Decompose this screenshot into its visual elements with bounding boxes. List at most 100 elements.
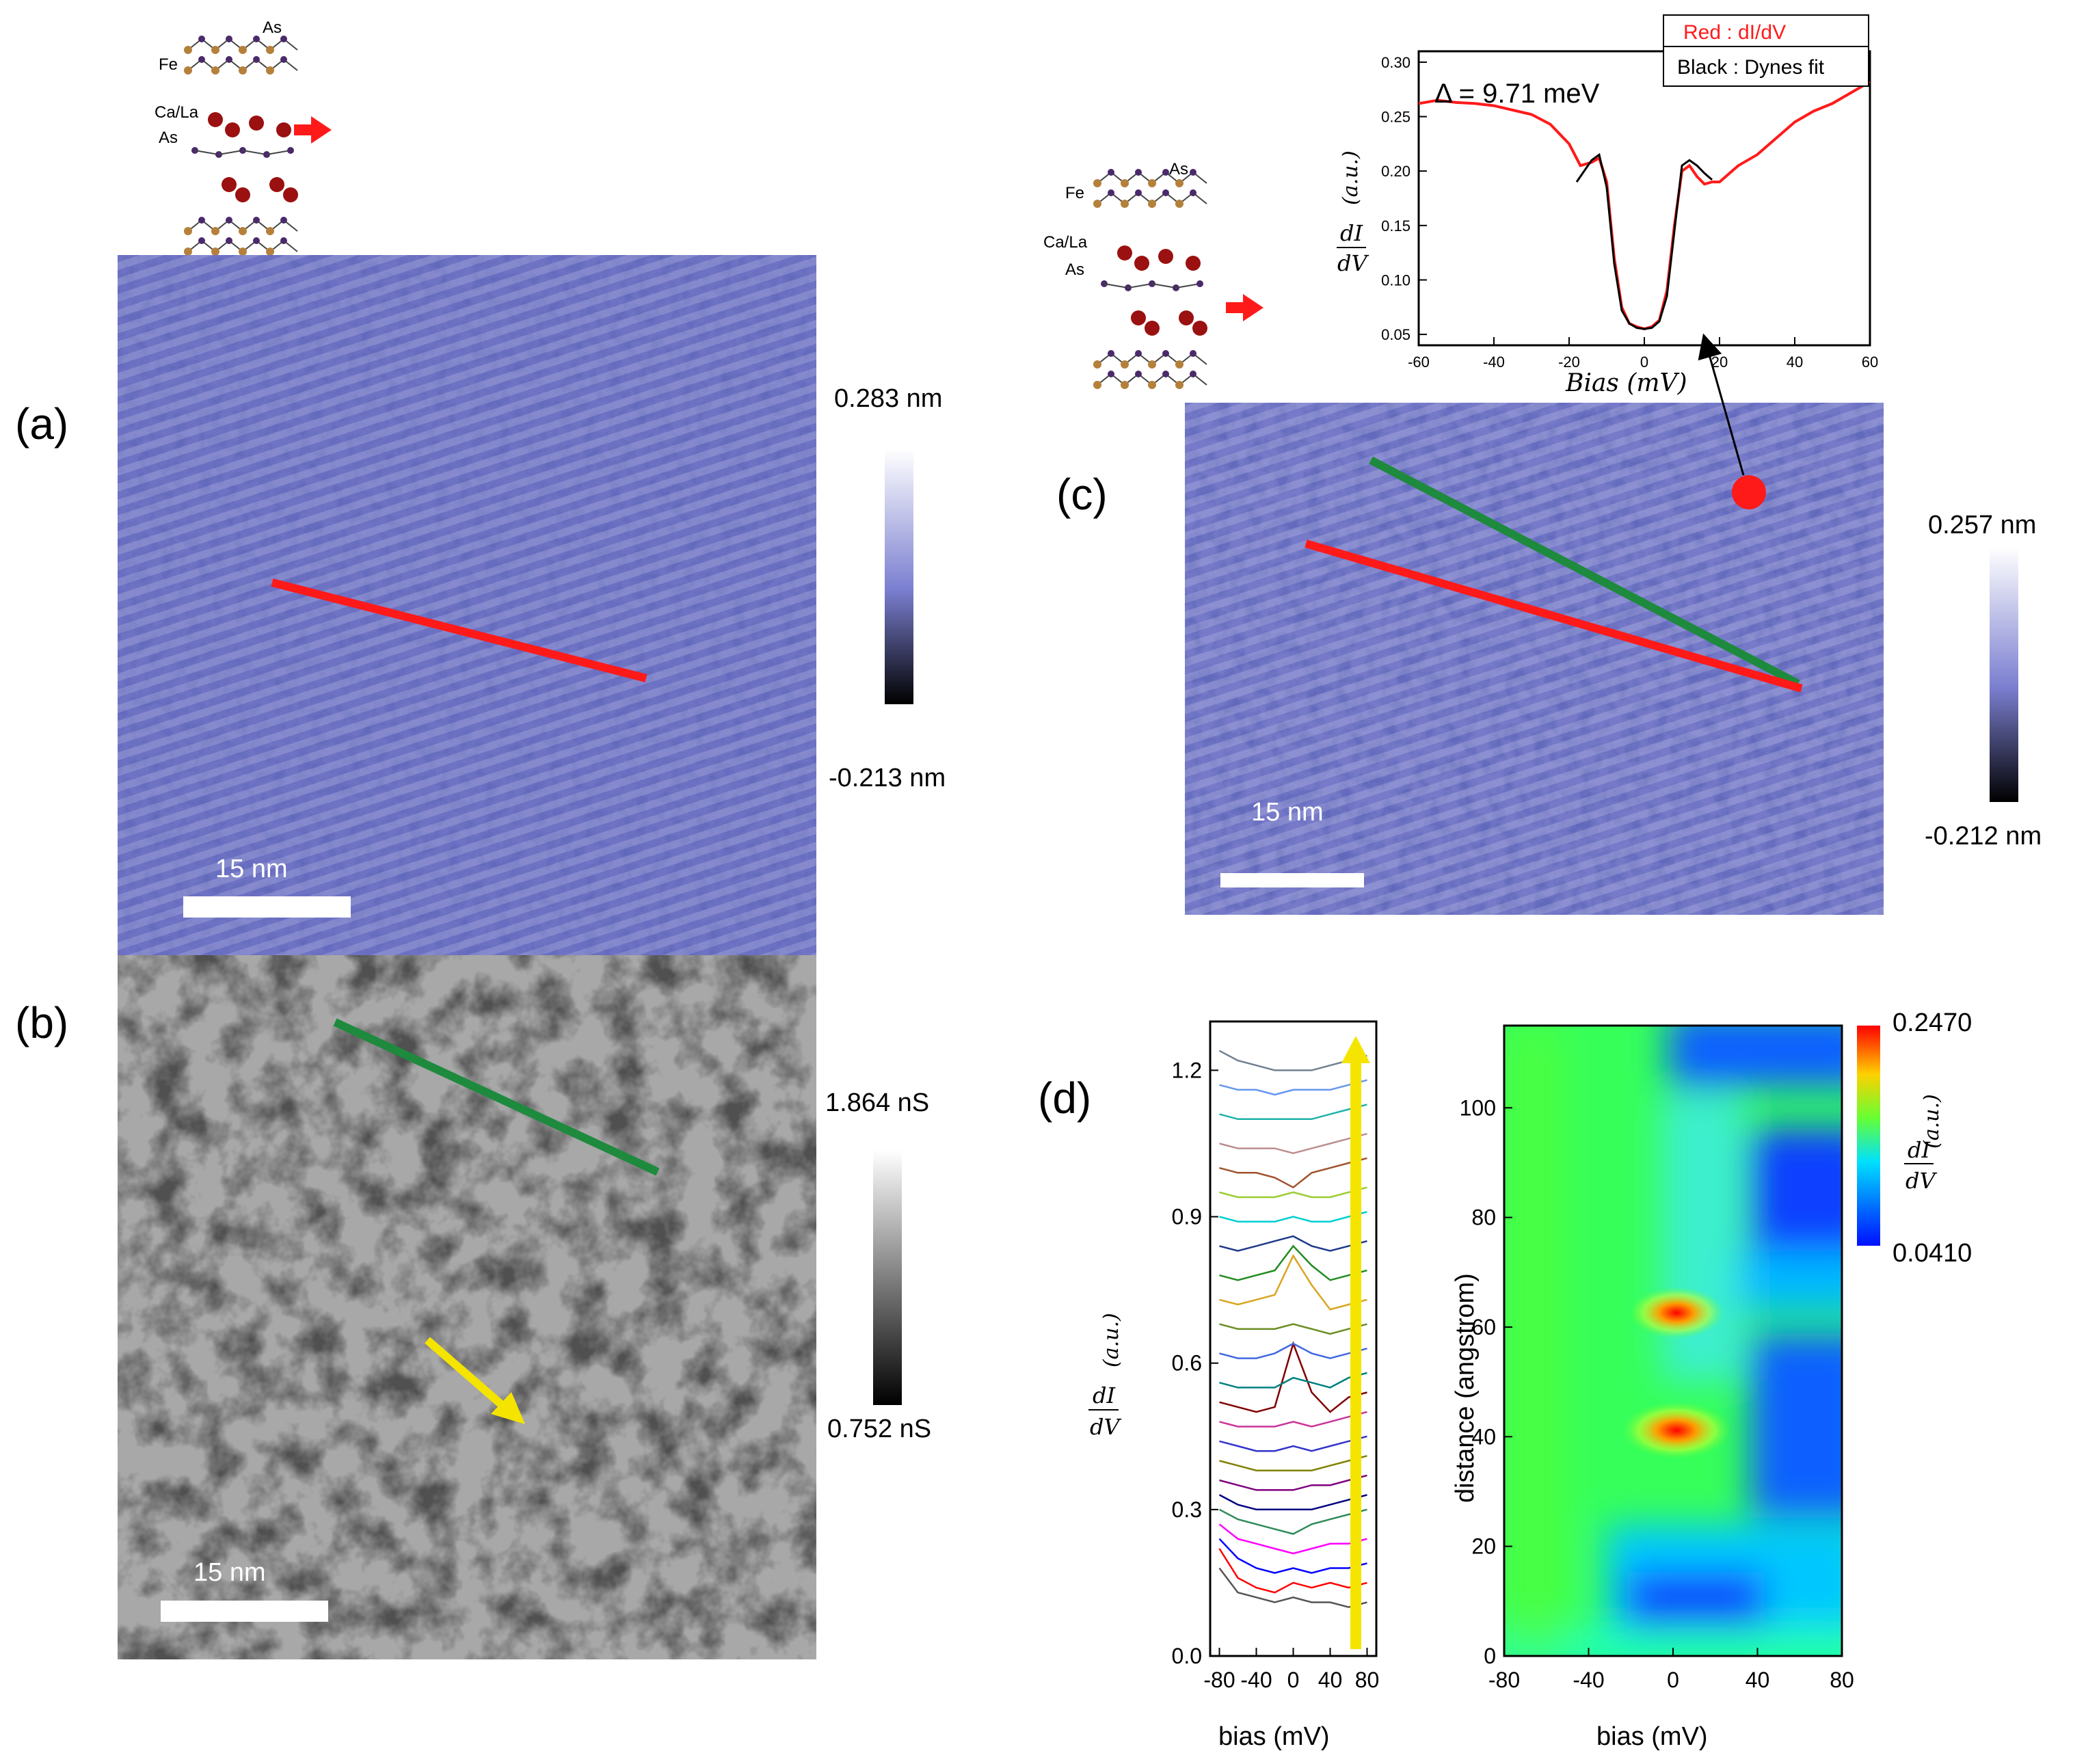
fe-atom	[239, 248, 247, 256]
heatmap-x-tick: -40	[1573, 1668, 1604, 1692]
fe-atom	[211, 227, 219, 235]
spectrum-line-17	[1219, 1235, 1367, 1252]
heatmap-x-tick: 0	[1667, 1668, 1679, 1692]
as-atom	[1135, 169, 1142, 176]
spectrum-line-14	[1219, 1323, 1367, 1335]
colorbar-b	[873, 1150, 902, 1405]
panel-label-b: (b)	[15, 998, 68, 1047]
crystal-structure-diagram-right	[1093, 169, 1207, 389]
inset-x-tick: 40	[1787, 353, 1803, 371]
ca-la-atom	[249, 116, 264, 131]
panel-label-c: (c)	[1056, 470, 1108, 519]
heatmap-axes: -80 -40 0 40 80 0 20 40 60 80 100	[1460, 1024, 1854, 1692]
inset-series-didv	[1419, 80, 1870, 331]
as-atom	[280, 237, 287, 244]
waterfall-x-tick: 40	[1318, 1668, 1343, 1692]
scale-label-b: 15 nm	[193, 1558, 266, 1587]
as-atom	[280, 217, 287, 224]
as-atom	[1108, 169, 1114, 176]
ca-la-atom	[283, 187, 298, 202]
as-atom	[287, 147, 294, 154]
as-atom	[1108, 350, 1114, 357]
line-cut-red-a	[271, 578, 647, 682]
scale-label-a: 15 nm	[215, 855, 288, 883]
colorbar-d-label-num: dI	[1908, 1137, 1931, 1163]
colorbar-min-b: 0.752 nS	[827, 1415, 931, 1443]
spectrum-line-23	[1219, 1079, 1367, 1096]
inset-ylabel-num: dI	[1340, 220, 1363, 246]
as-atom	[1162, 169, 1169, 176]
as-atom	[1196, 280, 1203, 287]
spectrum-line-7	[1219, 1474, 1367, 1491]
colorbar-min-a: -0.213 nm	[829, 764, 946, 792]
fe-atom	[1148, 360, 1156, 369]
as-atom	[226, 237, 232, 244]
waterfall-x-tick: -40	[1240, 1668, 1272, 1692]
heatmap-x-tick: 80	[1830, 1668, 1854, 1692]
as-atom	[280, 36, 287, 42]
fe-atom	[1093, 360, 1101, 369]
topography-image-a	[118, 255, 816, 955]
inset-ylabel-unit: (a.u.)	[1339, 150, 1363, 205]
spectrum-line-3	[1218, 1538, 1367, 1574]
spectrum-line-4	[1218, 1523, 1367, 1555]
heatmap-y-tick: 60	[1471, 1315, 1496, 1339]
conductance-map-b	[118, 955, 816, 1659]
panel-label-a: (a)	[15, 399, 68, 449]
heatmap-y-tick: 80	[1471, 1205, 1496, 1230]
fe-atom	[1175, 381, 1184, 389]
crystal-c-label-as-mid: As	[1065, 260, 1084, 279]
scale-bar-b	[161, 1601, 328, 1622]
inset-x-tick: -20	[1558, 353, 1580, 371]
colorbar-a	[885, 449, 913, 704]
as-atom	[1108, 189, 1114, 196]
spectrum-line-19	[1219, 1186, 1367, 1199]
pointer-arrow	[1698, 333, 1745, 476]
as-atom	[253, 217, 260, 224]
waterfall-y-tick: 0.3	[1172, 1497, 1202, 1522]
topography-image-c	[1185, 403, 1884, 915]
fe-atom	[1093, 381, 1101, 389]
fe-atom	[1175, 360, 1184, 369]
ca-la-atom	[208, 112, 223, 127]
colorbar-max-c: 0.257 nm	[1928, 511, 2036, 539]
fe-atom	[1121, 200, 1129, 208]
colorbar-c	[1990, 547, 2018, 802]
as-atom	[1190, 371, 1196, 377]
waterfall-x-tick: 0	[1287, 1668, 1300, 1692]
spectrum-line-16	[1219, 1244, 1367, 1281]
ca-la-atom	[222, 177, 237, 192]
d-xlabel: bias (mV)	[1218, 1722, 1330, 1751]
as-atom	[1135, 350, 1142, 357]
spectrum-line-12	[1219, 1372, 1367, 1389]
inset-y-tick: 0.05	[1381, 326, 1410, 343]
scale-bar-c	[1220, 873, 1364, 887]
ca-la-atom	[1131, 310, 1146, 325]
inset-y-tick: 0.20	[1381, 163, 1410, 180]
fe-atom	[1148, 381, 1156, 389]
fe-atom	[184, 248, 192, 256]
spectrum-line-18	[1219, 1211, 1367, 1222]
crystal-c-label-as: As	[1169, 160, 1188, 178]
yellow-arrow-head	[491, 1392, 525, 1424]
panel-label-d: (d)	[1038, 1073, 1091, 1123]
as-atom	[1190, 189, 1196, 196]
colorbar-max-d: 0.2470	[1893, 1008, 1972, 1037]
legend-black-text: Black : Dynes fit	[1677, 56, 1825, 79]
crystal-label-cala: Ca/La	[155, 103, 199, 122]
d-ylabel-unit: (a.u.)	[1099, 1313, 1123, 1367]
ca-la-atom	[1158, 249, 1173, 264]
line-cut-red-c	[1305, 539, 1803, 693]
colorbar-d-label-den: dV	[1906, 1168, 1937, 1194]
fe-atom	[1121, 179, 1129, 187]
fe-atom	[1093, 179, 1101, 187]
fe-atom	[239, 227, 247, 235]
as-atom	[226, 56, 232, 63]
fe-atom	[1175, 200, 1184, 208]
as-atom	[253, 56, 260, 63]
spectrum-line-20	[1219, 1157, 1367, 1189]
as-atom	[226, 36, 232, 42]
inset-y-tick: 0.15	[1381, 217, 1410, 235]
fe-atom	[266, 227, 274, 235]
crystal-label-as: As	[263, 18, 282, 37]
